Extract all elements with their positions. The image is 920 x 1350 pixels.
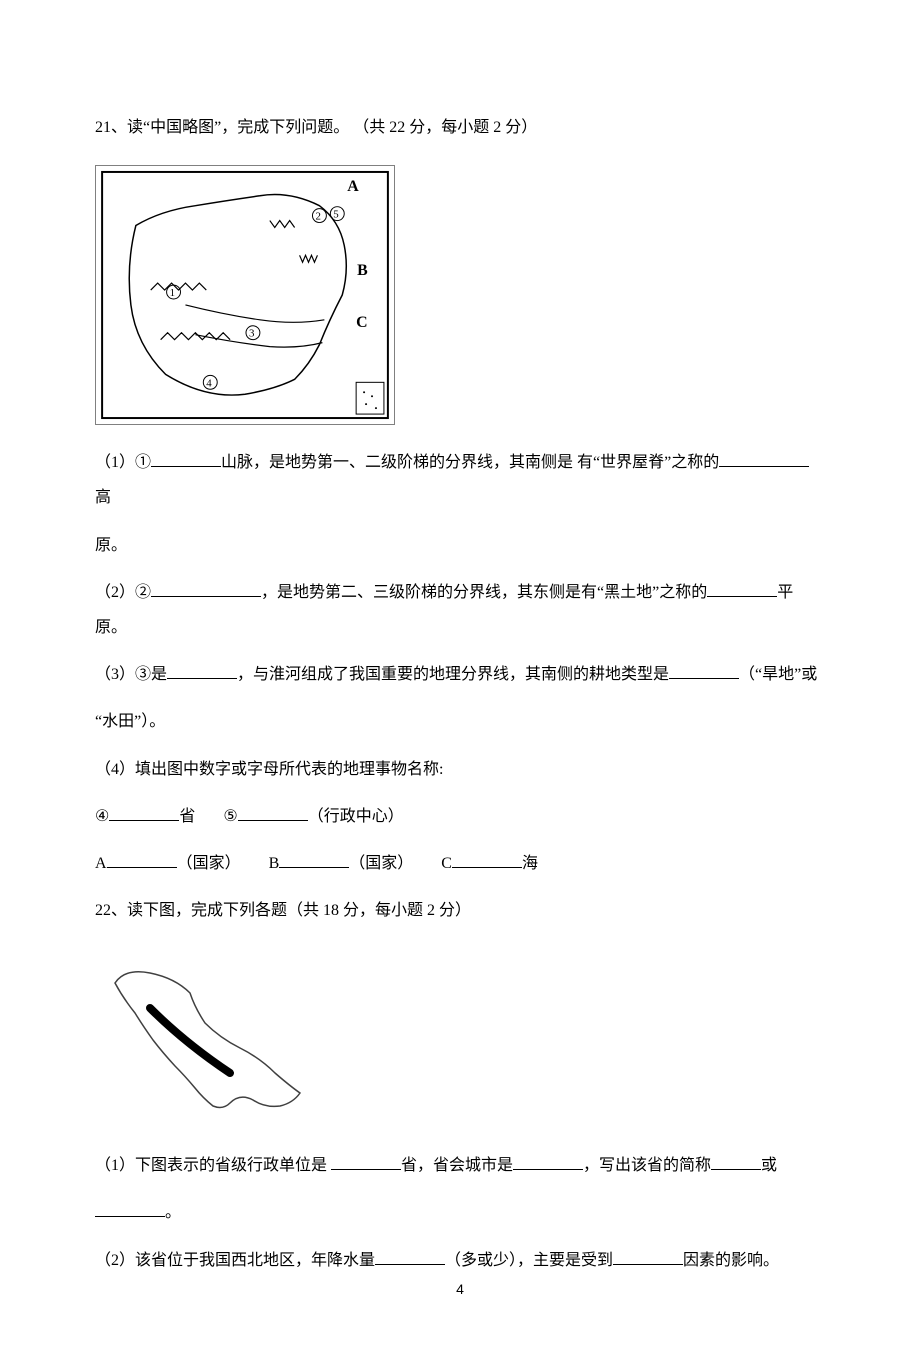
q21-part3-d: “水田”）。 bbox=[95, 713, 165, 730]
page-number: 4 bbox=[456, 1274, 464, 1305]
q21-part6-f: 海 bbox=[522, 855, 538, 872]
q21-part2: （2）②，是地势第二、三级阶梯的分界线，其东侧是有“黑土地”之称的平原。 bbox=[95, 575, 825, 645]
q21-part6-c: B bbox=[269, 855, 280, 872]
q21-part6-e: C bbox=[441, 855, 452, 872]
q21-part3-cont: “水田”）。 bbox=[95, 704, 825, 739]
q21-part3-a: （3）③是 bbox=[95, 666, 167, 683]
blank bbox=[279, 849, 349, 868]
map-label-a: A bbox=[347, 178, 359, 195]
q22-part1-cont: 。 bbox=[95, 1195, 825, 1230]
q22-part2-c: 因素的影响。 bbox=[683, 1252, 779, 1269]
q21-part6: A （国家） B （国家） C 海 bbox=[95, 846, 825, 881]
q21-part1-b: 山脉，是地势第一、二级阶梯的分界线，其南侧是 有“世界屋脊”之称的 bbox=[221, 454, 719, 471]
blank bbox=[151, 578, 261, 597]
blank bbox=[167, 660, 237, 679]
q22-part1-c: ，写出该省的简称 bbox=[583, 1157, 711, 1174]
q21-part3-b: ，与淮河组成了我国重要的地理分界线，其南侧的耕地类型是 bbox=[237, 666, 669, 683]
blank bbox=[711, 1151, 761, 1170]
blank bbox=[707, 578, 777, 597]
q21-part5-b: 省 bbox=[179, 808, 195, 825]
map-label-1: 1 bbox=[170, 287, 175, 299]
q22-part2-a: （2）该省位于我国西北地区，年降水量 bbox=[95, 1252, 375, 1269]
q22-part2: （2）该省位于我国西北地区，年降水量 （多或少），主要是受到 因素的影响。 bbox=[95, 1243, 825, 1278]
q22-part1-a: （1）下图表示的省级行政单位是 bbox=[95, 1157, 331, 1174]
blank bbox=[107, 849, 177, 868]
map-label-4: 4 bbox=[206, 377, 212, 389]
blank bbox=[613, 1245, 683, 1264]
map-label-c: C bbox=[356, 314, 367, 331]
blank bbox=[375, 1245, 445, 1264]
blank bbox=[331, 1151, 401, 1170]
q21-part1-c: 高 bbox=[95, 489, 111, 506]
blank bbox=[719, 448, 809, 467]
q22-part1-d: 或 bbox=[761, 1157, 777, 1174]
q21-part3: （3）③是 ，与淮河组成了我国重要的地理分界线，其南侧的耕地类型是 （“旱地”或 bbox=[95, 657, 825, 692]
map-label-5: 5 bbox=[333, 209, 339, 221]
q21-part3-c: （“旱地”或 bbox=[739, 666, 817, 683]
q21-part6-b: （国家） bbox=[177, 855, 241, 872]
q22-part1-b: 省，省会城市是 bbox=[401, 1157, 513, 1174]
blank bbox=[151, 448, 221, 467]
blank bbox=[452, 849, 522, 868]
q21-part1-cont: 原。 bbox=[95, 528, 825, 563]
q21-intro: 21、读“中国略图”，完成下列问题。 （共 22 分，每小题 2 分） bbox=[95, 110, 825, 145]
q21-part1: （1）① 山脉，是地势第一、二级阶梯的分界线，其南侧是 有“世界屋脊”之称的高 bbox=[95, 445, 825, 515]
q22-intro: 22、读下图，完成下列各题（共 18 分，每小题 2 分） bbox=[95, 893, 825, 928]
blank bbox=[109, 802, 179, 821]
q21-part4: （4）填出图中数字或字母所代表的地理事物名称: bbox=[95, 752, 825, 787]
q21-part5-a: ④ bbox=[95, 808, 109, 825]
q21-part5: ④ 省 ⑤ （行政中心） bbox=[95, 799, 825, 834]
map-label-b: B bbox=[357, 262, 368, 279]
q21-part2-b: ，是地势第二、三级阶梯的分界线，其东侧是有“黑土地”之称的 bbox=[261, 584, 707, 601]
q21-part2-a: （2）② bbox=[95, 584, 151, 601]
map-label-2: 2 bbox=[315, 211, 320, 223]
q21-part1-d: 原。 bbox=[95, 537, 127, 554]
q21-part5-d: （行政中心） bbox=[308, 808, 404, 825]
q21-part5-c: ⑤ bbox=[223, 808, 237, 825]
province-map-image bbox=[95, 948, 325, 1128]
blank bbox=[238, 802, 308, 821]
blank bbox=[95, 1198, 165, 1217]
q21-part6-d: （国家） bbox=[349, 855, 413, 872]
q21-part1-a: （1）① bbox=[95, 454, 151, 471]
blank bbox=[513, 1151, 583, 1170]
q22-part1: （1）下图表示的省级行政单位是 省，省会城市是 ，写出该省的简称 或 bbox=[95, 1148, 825, 1183]
china-map-image: A B C 1 2 3 4 5 bbox=[95, 165, 395, 425]
map-label-3: 3 bbox=[249, 328, 255, 340]
q22-part1-e: 。 bbox=[165, 1204, 181, 1221]
q22-part2-b: （多或少），主要是受到 bbox=[445, 1252, 613, 1269]
q21-part6-a: A bbox=[95, 855, 107, 872]
blank bbox=[669, 660, 739, 679]
